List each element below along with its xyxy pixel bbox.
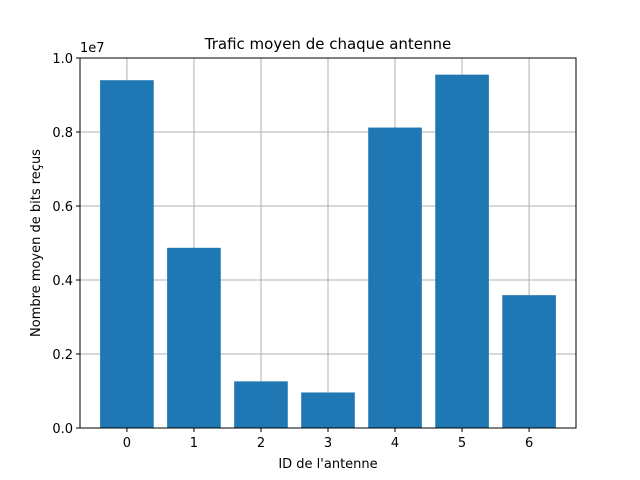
x-tick-label: 4 — [391, 436, 399, 451]
axis-ticks: 0 1 2 3 4 5 6 0.0 0.2 0.4 0.6 0.8 1.0 — [52, 52, 533, 451]
bar — [234, 381, 288, 428]
y-tick-label: 1.0 — [52, 52, 73, 67]
y-tick-label: 0.2 — [52, 348, 73, 363]
y-tick-label: 0.4 — [52, 274, 73, 289]
y-tick-label: 0.6 — [52, 200, 73, 215]
x-axis-label: ID de l'antenne — [278, 457, 377, 472]
y-axis-offset-label: 1e7 — [80, 41, 105, 56]
chart-title: Trafic moyen de chaque antenne — [204, 35, 452, 53]
bar — [502, 295, 556, 428]
y-tick-label: 0.8 — [52, 126, 73, 141]
y-tick-label: 0.0 — [52, 422, 73, 437]
x-tick-label: 6 — [525, 436, 533, 451]
bar — [167, 247, 221, 428]
bar — [435, 74, 489, 429]
x-tick-label: 3 — [324, 436, 332, 451]
x-tick-label: 1 — [190, 436, 198, 451]
grid — [80, 57, 576, 429]
bars — [100, 74, 556, 429]
bar — [368, 127, 422, 428]
y-axis-label: Nombre moyen de bits reçus — [29, 149, 44, 337]
x-tick-label: 2 — [257, 436, 265, 451]
bar — [100, 80, 154, 428]
x-tick-label: 0 — [123, 436, 131, 451]
x-tick-label: 5 — [458, 436, 466, 451]
bar — [301, 392, 355, 428]
